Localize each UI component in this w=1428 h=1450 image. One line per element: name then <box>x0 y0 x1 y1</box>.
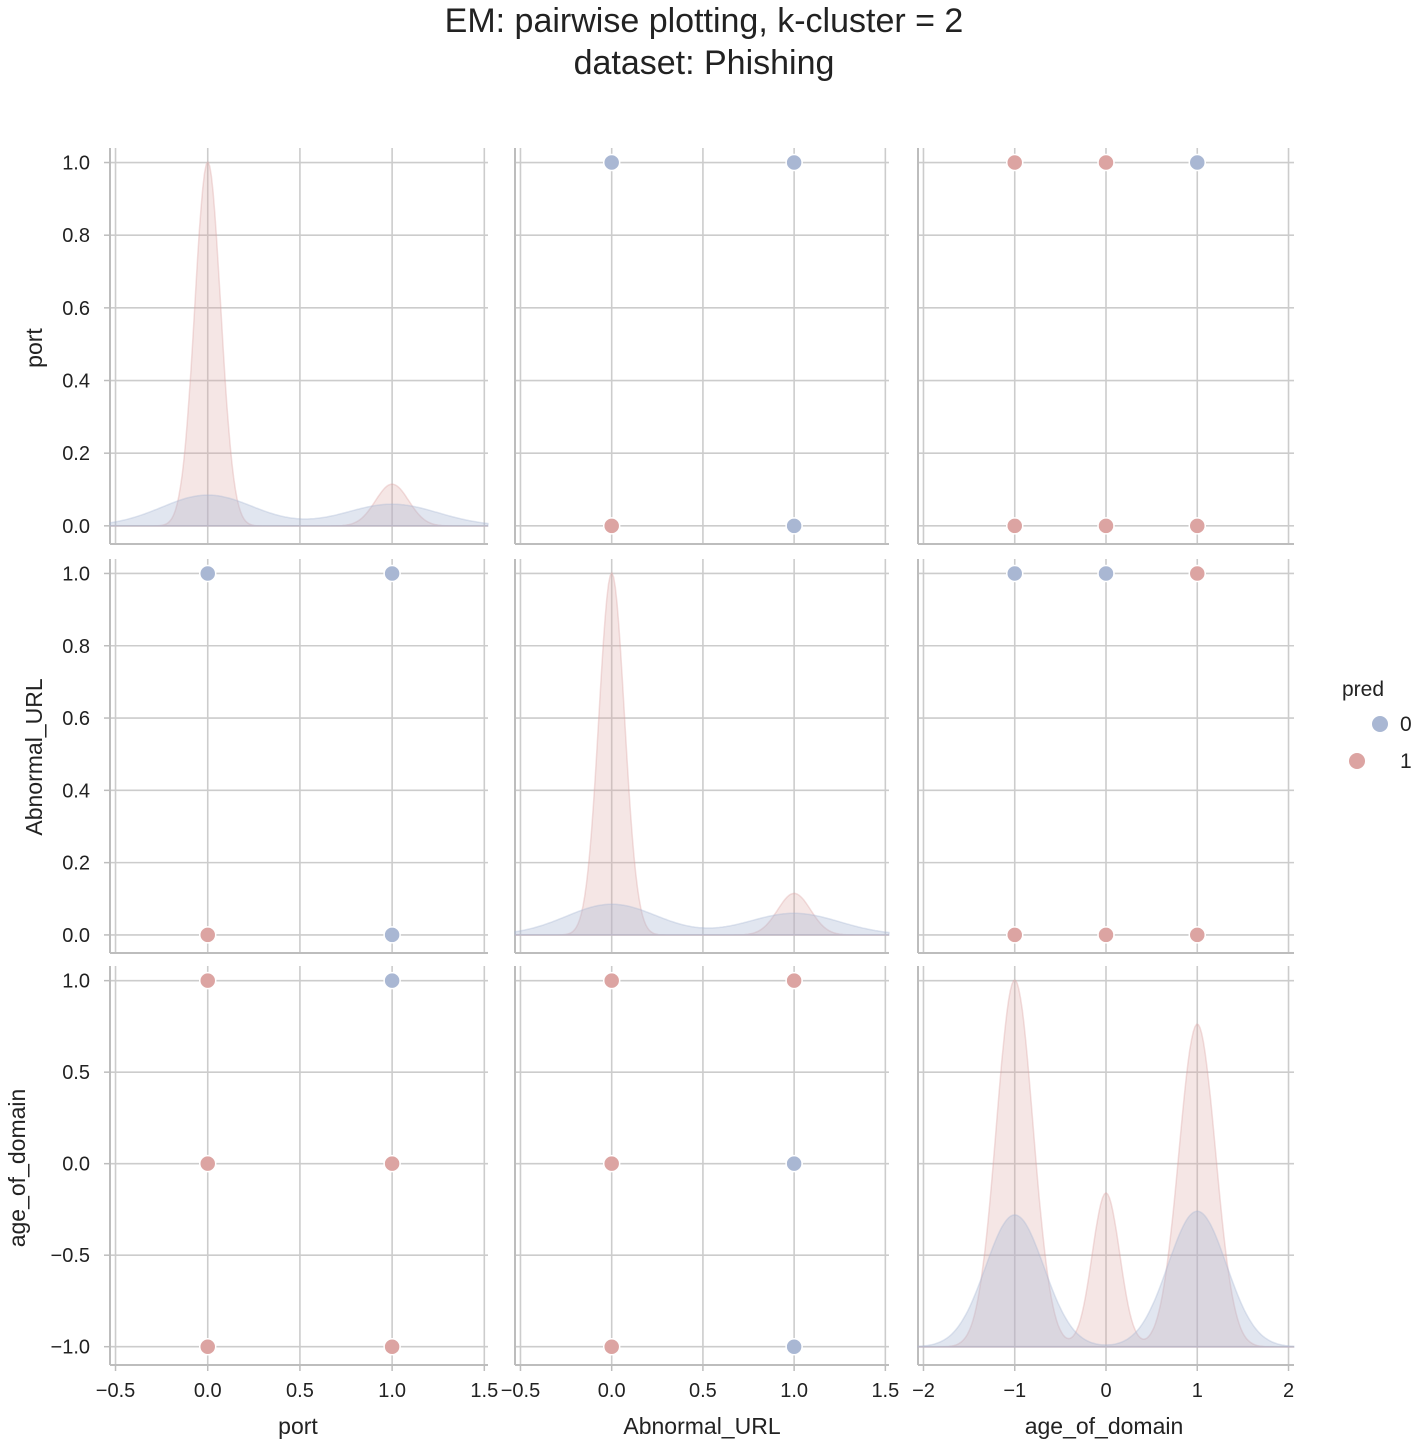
scatter-point-pred-1 <box>785 971 803 990</box>
scatter-point-pred-1 <box>602 971 621 990</box>
panel-2-2: −2 −1 0 1 2 <box>912 966 1295 1402</box>
scatter-point-pred-0 <box>198 564 217 583</box>
kde-pred-0 <box>514 903 890 936</box>
y-tick-label: −1.0 <box>51 1337 90 1359</box>
scatter-point-pred-1 <box>1005 926 1024 944</box>
scatter-point-pred-1 <box>602 1337 621 1356</box>
scatter-point-pred-1 <box>198 1154 217 1173</box>
pairplot-panels: 0.00.20.40.60.81.00.00.20.40.60.81.0−1.0… <box>51 148 1295 1402</box>
scatter-point-pred-1 <box>198 971 217 990</box>
scatter-point-pred-0 <box>1005 564 1024 583</box>
y-tick-label: 0.6 <box>62 708 90 730</box>
x-tick-label: 1.0 <box>378 1380 406 1402</box>
legend-marker-1 <box>1349 753 1365 769</box>
scatter-point-pred-0 <box>785 1154 803 1173</box>
legend-label-0: 0 <box>1400 713 1412 736</box>
x-tick-label: 0.0 <box>598 1380 626 1402</box>
kde-pred-1 <box>110 160 488 527</box>
x-tick-label: −0.5 <box>96 1380 135 1402</box>
scatter-point-pred-0 <box>785 517 803 535</box>
scatter-point-pred-0 <box>1097 564 1115 583</box>
x-tick-label: 1.5 <box>871 1380 899 1402</box>
x-axis-label-age-of-domain: age_of_domain <box>1025 1413 1184 1439</box>
y-tick-label: 0.2 <box>62 853 90 875</box>
x-tick-label: −1 <box>1003 1380 1026 1402</box>
kde-pred-0 <box>109 494 489 527</box>
legend-label-1: 1 <box>1400 750 1412 773</box>
kde-pred-1 <box>515 571 889 936</box>
y-axis-label-age-of-domain: age_of_domain <box>4 1089 30 1248</box>
x-tick-label: 2 <box>1283 1380 1294 1402</box>
y-tick-label: 0.0 <box>62 925 90 947</box>
panel-0-2 <box>917 148 1294 545</box>
y-tick-label: 0.0 <box>62 1154 90 1176</box>
scatter-point-pred-1 <box>198 926 217 944</box>
scatter-point-pred-1 <box>602 517 621 535</box>
scatter-point-pred-1 <box>1188 517 1207 535</box>
x-tick-label: 1.5 <box>470 1380 498 1402</box>
axis-labels: port Abnormal_URL age_of_domain port Abn… <box>4 328 1183 1439</box>
y-tick-label: 1.0 <box>62 563 90 585</box>
y-tick-label: 0.4 <box>62 371 90 393</box>
panel-1-0: 0.0 0.2 0.4 0.6 0.8 1.0 <box>62 559 488 954</box>
y-tick-label: 1.0 <box>62 153 90 175</box>
legend: pred 0 1 <box>1342 678 1412 773</box>
kde-pred-1 <box>918 979 1294 1348</box>
scatter-point-pred-1 <box>1097 153 1115 172</box>
panel-1-1 <box>514 559 890 954</box>
y-tick-label: −0.5 <box>51 1245 90 1267</box>
y-tick-label: 0.8 <box>62 636 90 658</box>
x-axis-label-port: port <box>278 1413 318 1439</box>
y-tick-label: 0.8 <box>62 225 90 247</box>
legend-title: pred <box>1342 678 1384 701</box>
panel-2-0: −1.0 −0.5 0.0 0.5 1.0 −0.5 0.0 0.5 1.0 1.5 <box>51 966 498 1402</box>
scatter-point-pred-0 <box>383 564 401 583</box>
x-tick-label: 1 <box>1192 1380 1203 1402</box>
scatter-point-pred-1 <box>383 1154 401 1173</box>
x-tick-label: 0.0 <box>194 1380 222 1402</box>
scatter-point-pred-0 <box>1188 153 1207 172</box>
scatter-point-pred-1 <box>198 1337 217 1356</box>
scatter-point-pred-0 <box>785 153 803 172</box>
x-tick-label: −0.5 <box>501 1380 540 1402</box>
kde-pred-0 <box>917 1210 1295 1348</box>
scatter-point-pred-1 <box>1188 926 1207 944</box>
x-axis-label-abnormal-url: Abnormal_URL <box>623 1413 780 1439</box>
chart-title-line2: dataset: Phishing <box>573 44 835 82</box>
x-tick-label: 1.0 <box>780 1380 808 1402</box>
legend-marker-0 <box>1372 716 1388 732</box>
x-tick-label: 0 <box>1100 1380 1111 1402</box>
panel-0-0: 0.0 0.2 0.4 0.6 0.8 1.0 <box>62 148 489 545</box>
scatter-point-pred-1 <box>1097 926 1115 944</box>
y-tick-label: 1.0 <box>62 971 90 993</box>
scatter-point-pred-1 <box>1005 153 1024 172</box>
y-axis-label-abnormal-url: Abnormal_URL <box>21 678 47 835</box>
panel-0-1 <box>514 148 889 545</box>
scatter-point-pred-0 <box>383 971 401 990</box>
y-tick-label: 0.4 <box>62 780 90 802</box>
scatter-point-pred-0 <box>383 926 401 944</box>
y-axis-label-port: port <box>21 328 47 368</box>
scatter-point-pred-1 <box>1097 517 1115 535</box>
scatter-point-pred-0 <box>785 1337 803 1356</box>
scatter-point-pred-1 <box>602 1154 621 1173</box>
y-tick-label: 0.0 <box>62 516 90 538</box>
panel-1-2 <box>917 559 1294 954</box>
scatter-point-pred-1 <box>383 1337 401 1356</box>
y-tick-label: 0.2 <box>62 443 90 465</box>
scatter-point-pred-0 <box>602 153 621 172</box>
scatter-point-pred-1 <box>1188 564 1207 583</box>
y-tick-label: 0.6 <box>62 298 90 320</box>
x-tick-label: −2 <box>912 1380 935 1402</box>
x-tick-label: 0.5 <box>286 1380 314 1402</box>
chart-title-line1: EM: pairwise plotting, k-cluster = 2 <box>444 2 964 40</box>
panel-2-1: −0.5 0.0 0.5 1.0 1.5 <box>501 966 899 1402</box>
y-tick-label: 0.5 <box>62 1062 90 1084</box>
x-tick-label: 0.5 <box>689 1380 717 1402</box>
scatter-point-pred-1 <box>1005 517 1024 535</box>
